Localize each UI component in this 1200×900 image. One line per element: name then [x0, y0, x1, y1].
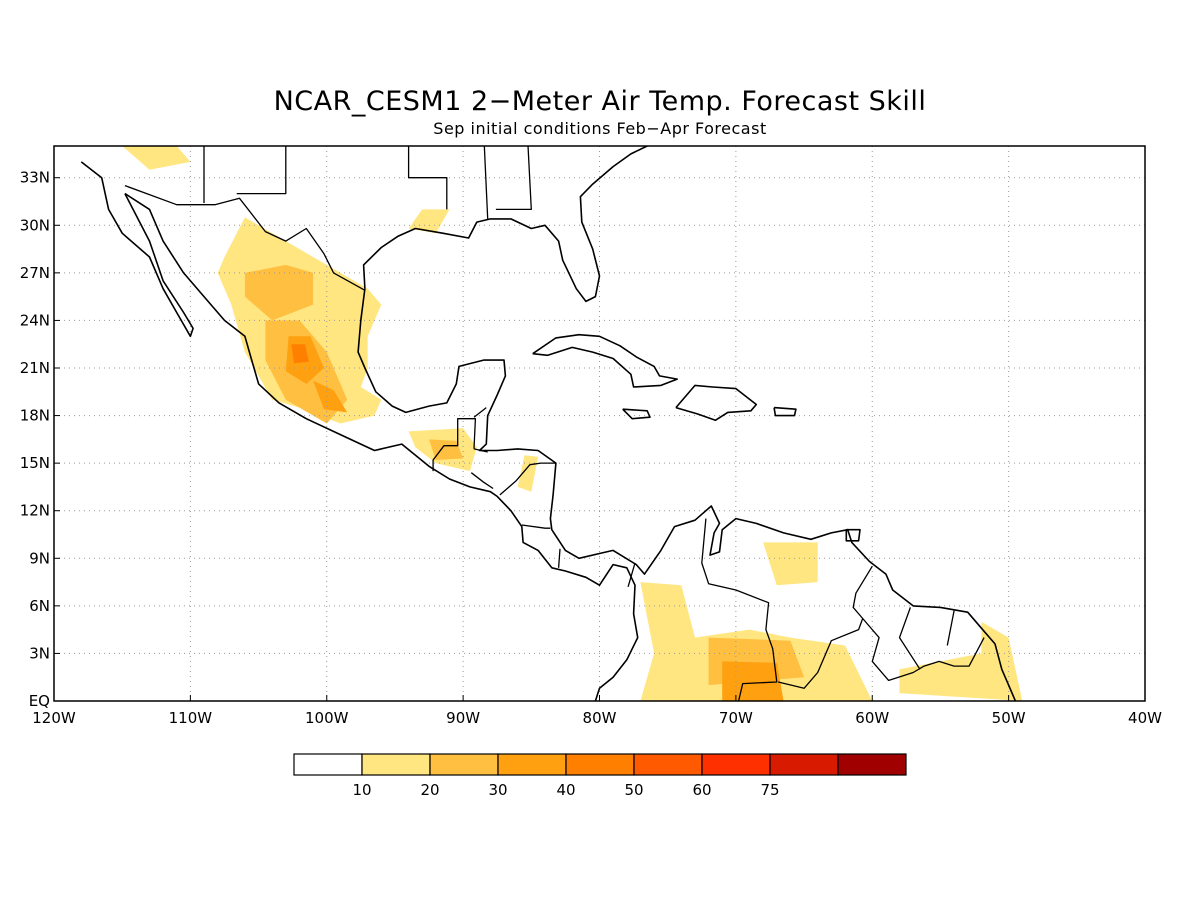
colorbar-swatch [293, 753, 363, 776]
skill-region-level-1 [763, 542, 818, 586]
lat-tick-label: 3N [29, 644, 50, 662]
country-border [627, 562, 636, 587]
skill-region-level-2 [244, 264, 314, 321]
coastline [124, 192, 639, 701]
country-border [495, 146, 532, 211]
skill-region-level-4 [291, 344, 309, 364]
colorbar-label: 30 [488, 781, 507, 799]
country-border [898, 607, 921, 670]
country-border [499, 462, 556, 496]
country-border [521, 524, 551, 529]
skill-region-level-1 [899, 621, 1023, 701]
coastline [362, 146, 648, 303]
lon-tick-label: 110W [169, 709, 213, 727]
country-border [946, 610, 955, 646]
lat-tick-label: 33N [20, 169, 50, 187]
coastlines [80, 146, 1017, 701]
colorbar-label: 10 [352, 781, 371, 799]
country-border [236, 146, 287, 195]
lat-tick-label: 30N [20, 216, 50, 234]
lon-tick-label: 100W [305, 709, 349, 727]
country-border [407, 146, 448, 210]
skill-region-level-3 [722, 661, 784, 701]
lon-tick-label: 60W [855, 709, 889, 727]
country-border [124, 184, 366, 291]
lat-tick-label: 9N [29, 549, 50, 567]
lon-tick-label: 80W [583, 709, 617, 727]
lat-tick-label: 15N [20, 454, 50, 472]
colorbar-label: 75 [760, 781, 779, 799]
lon-tick-label: 50W [992, 709, 1026, 727]
country-border [778, 565, 873, 689]
colorbar-swatch [769, 753, 839, 776]
coastline [675, 384, 758, 422]
colorbar-swatch [701, 753, 771, 776]
skill-region-level-1 [122, 146, 191, 170]
map-background [54, 146, 1145, 701]
colorbar-swatch [837, 753, 907, 776]
colorbar-swatch [361, 753, 431, 776]
lat-tick-label: 27N [20, 264, 50, 282]
country-border [701, 518, 778, 701]
coastline [532, 333, 679, 388]
lat-tick-label: EQ [29, 692, 50, 710]
lon-tick-label: 40W [1128, 709, 1162, 727]
country-border [432, 418, 477, 472]
lon-tick-label: 120W [32, 709, 76, 727]
colorbar-label: 20 [420, 781, 439, 799]
colorbar-swatch [565, 753, 635, 776]
colorbar-swatch [497, 753, 567, 776]
coastline [773, 406, 797, 417]
skill-region-level-3 [313, 380, 348, 413]
colorbar-swatch [429, 753, 499, 776]
skill-shading-layer [122, 146, 1023, 701]
map-subtitle: Sep initial conditions Feb−Apr Forecast [433, 119, 767, 138]
colorbar-swatch [633, 753, 703, 776]
lat-tick-label: 18N [20, 407, 50, 425]
coastline [622, 408, 651, 420]
lat-tick-label: 6N [29, 597, 50, 615]
coastline [845, 528, 861, 542]
coastline [80, 161, 194, 338]
lat-tick-label: 21N [20, 359, 50, 377]
country-border [473, 407, 487, 418]
map-title: NCAR_CESM1 2−Meter Air Temp. Forecast Sk… [273, 86, 927, 117]
skill-region-level-1 [408, 209, 450, 234]
country-border [862, 618, 985, 682]
colorbar-label: 50 [624, 781, 643, 799]
lon-tick-label: 90W [446, 709, 480, 727]
lat-tick-label: 24N [20, 311, 50, 329]
lat-tick-label: 12N [20, 502, 50, 520]
colorbar-label: 60 [692, 781, 711, 799]
country-border [470, 472, 494, 490]
country-border [483, 146, 489, 219]
colorbar: 10 20 30 40 50 60 75 [293, 753, 907, 799]
country-border [557, 548, 561, 568]
lon-tick-label: 70W [719, 709, 753, 727]
political-borders [124, 146, 985, 701]
colorbar-label: 40 [556, 781, 575, 799]
coastline [357, 288, 1017, 701]
